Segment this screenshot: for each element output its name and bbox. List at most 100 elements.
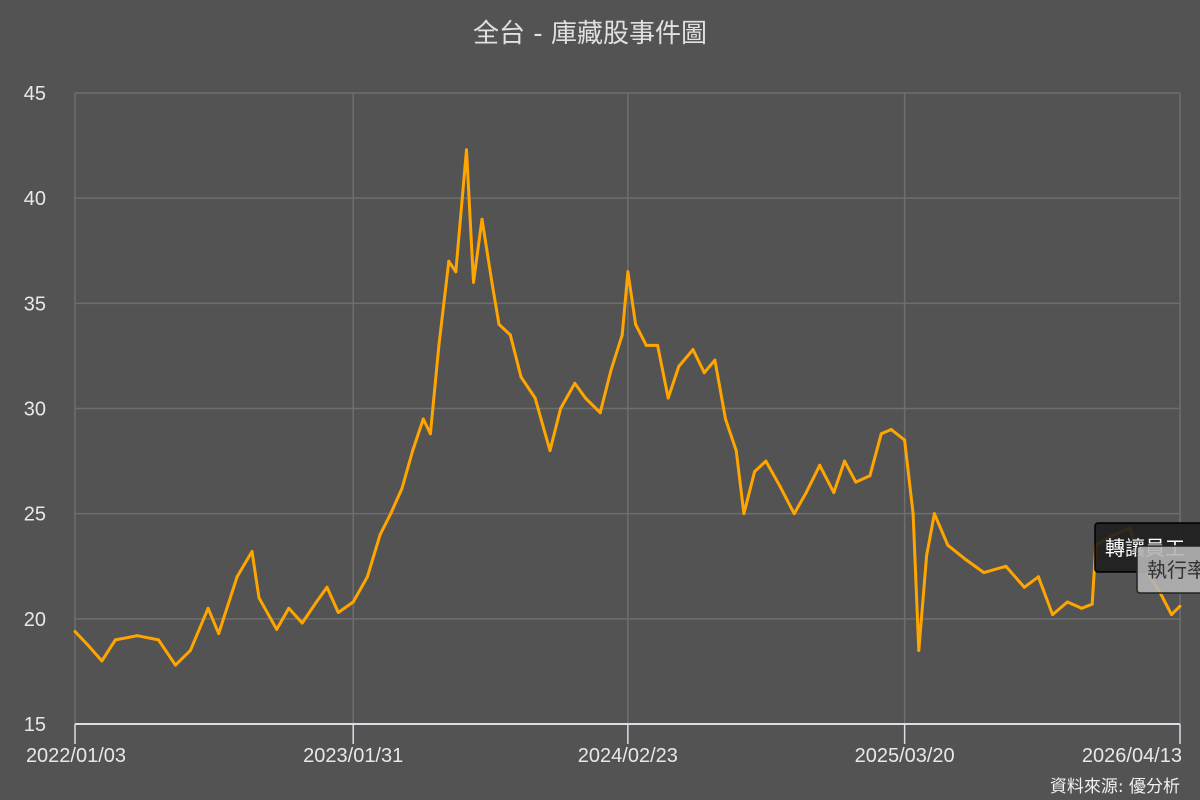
data-point	[490, 280, 494, 284]
data-point	[903, 438, 907, 442]
data-point	[792, 512, 796, 516]
data-point	[447, 259, 451, 263]
data-point	[1178, 604, 1182, 608]
data-point	[854, 480, 858, 484]
data-point	[206, 606, 210, 610]
x-axis: 2022/01/03 2023/01/31 2024/02/23 2025/03/20…	[26, 723, 1182, 767]
data-point	[365, 575, 369, 579]
data-point	[677, 364, 681, 368]
grid	[74, 92, 1181, 724]
data-point	[497, 322, 501, 326]
y-tick-label: 15	[24, 714, 46, 736]
data-point	[925, 554, 929, 558]
data-point	[691, 348, 695, 352]
data-point	[250, 550, 254, 554]
data-point	[573, 381, 577, 385]
data-point	[275, 627, 279, 631]
data-point	[188, 648, 192, 652]
data-point	[217, 632, 221, 636]
data-point	[644, 343, 648, 347]
data-point	[1080, 606, 1084, 610]
data-point	[519, 375, 523, 379]
data-point	[1022, 585, 1026, 589]
data-point	[964, 558, 968, 562]
data-point	[85, 642, 89, 646]
data-point	[135, 634, 139, 638]
data-point	[734, 449, 738, 453]
x-tick-label: 2026/04/13	[1082, 745, 1182, 767]
y-tick-label: 45	[24, 83, 46, 105]
data-point	[702, 371, 706, 375]
data-point	[778, 484, 782, 488]
data-point	[548, 449, 552, 453]
data-point	[868, 474, 872, 478]
chart-title: 全台 - 庫藏股事件圖	[473, 19, 707, 49]
y-axis: 15 20 25 30 35 40 45	[24, 83, 46, 736]
data-point	[480, 217, 484, 221]
data-point	[634, 322, 638, 326]
x-tick-label: 2022/01/03	[26, 745, 126, 767]
data-point	[724, 417, 728, 421]
data-point	[378, 533, 382, 537]
data-point	[946, 543, 950, 547]
data-point	[626, 270, 630, 274]
data-point	[842, 459, 846, 463]
data-point	[1090, 602, 1094, 606]
data-point	[113, 638, 117, 642]
y-tick-label: 30	[24, 399, 46, 421]
data-point	[73, 629, 77, 633]
data-point	[1065, 600, 1069, 604]
data-point	[314, 600, 318, 604]
data-point	[753, 470, 757, 474]
data-point	[917, 648, 921, 652]
data-point	[437, 343, 441, 347]
data-point	[287, 606, 291, 610]
data-point	[583, 396, 587, 400]
x-tick-label: 2023/01/31	[303, 745, 403, 767]
data-point	[421, 417, 425, 421]
data-point	[508, 333, 512, 337]
data-point	[559, 407, 563, 410]
data-point	[713, 358, 717, 362]
annotation-label: 執行率	[1147, 558, 1200, 582]
data-point	[100, 659, 104, 663]
data-point	[1036, 575, 1040, 579]
data-point	[235, 575, 239, 579]
data-point	[1004, 564, 1008, 568]
data-point	[832, 491, 836, 495]
data-point	[1170, 613, 1174, 617]
y-tick-label: 20	[24, 609, 46, 631]
data-point	[1051, 613, 1055, 617]
data-point	[818, 463, 822, 467]
data-point	[620, 333, 624, 337]
data-point	[982, 571, 986, 575]
data-point	[411, 449, 415, 453]
series-group	[73, 148, 1182, 667]
data-point	[351, 600, 355, 604]
y-tick-label: 25	[24, 504, 46, 526]
data-point	[609, 369, 613, 373]
data-point	[400, 486, 404, 490]
y-tick-label: 35	[24, 293, 46, 315]
data-point	[428, 432, 432, 436]
data-point	[454, 270, 458, 274]
data-point	[764, 459, 768, 463]
data-point	[464, 148, 468, 152]
data-point	[889, 428, 893, 432]
data-point	[472, 280, 476, 284]
data-point	[656, 343, 660, 347]
data-point	[932, 512, 936, 516]
data-point	[325, 585, 329, 589]
data-point	[157, 638, 161, 642]
data-point	[389, 512, 393, 516]
data-point	[598, 411, 602, 415]
data-point	[300, 621, 304, 625]
data-point	[879, 432, 883, 436]
x-tick-label: 2024/02/23	[578, 745, 678, 767]
y-tick-label: 40	[24, 188, 46, 210]
data-point	[666, 396, 670, 400]
data-point	[257, 596, 261, 600]
data-point	[174, 663, 178, 667]
source-label: 資料來源: 優分析	[1050, 777, 1180, 797]
